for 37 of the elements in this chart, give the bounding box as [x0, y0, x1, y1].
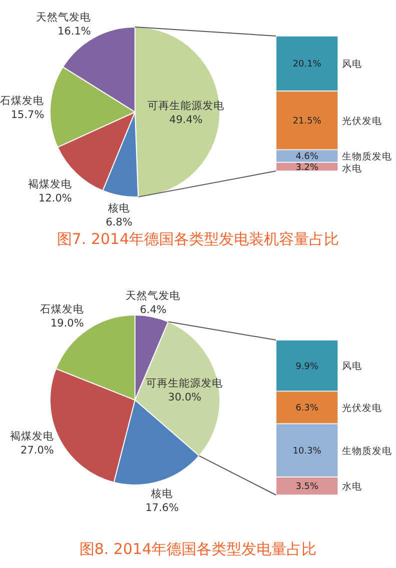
data-label: 6.4% — [140, 304, 167, 316]
data-label: 20.1% — [292, 60, 322, 70]
slice-label: 褐煤发电 — [28, 178, 72, 191]
series-label: 光伏发电 — [342, 402, 382, 414]
series-label: 生物质发电 — [342, 150, 392, 162]
series-label: 生物质发电 — [342, 444, 392, 457]
series-label: 水电 — [342, 162, 362, 174]
slice-label: 石煤发电 — [0, 94, 44, 107]
slice-label: 石煤发电 — [40, 302, 84, 316]
data-label: 9.9% — [296, 362, 319, 372]
series-label: 风电 — [342, 360, 362, 372]
slice-label: 天然气发电 — [126, 288, 181, 302]
series-label: 水电 — [342, 480, 362, 492]
data-label: 3.5% — [296, 482, 319, 492]
text: 图7. 2014年德国各类型发电装机容量占比 — [56, 230, 340, 248]
data-label: 17.6% — [145, 502, 179, 514]
data-label: 4.6% — [296, 152, 319, 162]
slice-label: 核电 — [107, 202, 130, 215]
data-label: 21.5% — [292, 116, 322, 127]
data-label: 16.1% — [58, 25, 91, 38]
text: 图8. 2014年德国各类型发电量占比 — [79, 540, 317, 558]
data-label: 6.8% — [106, 216, 132, 229]
data-label: 15.7% — [10, 109, 44, 121]
data-label: 3.2% — [296, 162, 319, 173]
slice-label: 褐煤发电 — [10, 429, 54, 442]
data-label: 27.0% — [20, 444, 54, 456]
slice-label: 核电 — [150, 486, 174, 500]
slice-label: 可再生能源发电 — [147, 99, 224, 112]
data-label: 49.4% — [169, 114, 203, 126]
data-label: 30.0% — [168, 392, 202, 404]
series-label: 风电 — [342, 58, 362, 70]
series-label: 光伏发电 — [342, 114, 382, 127]
data-label: 12.0% — [38, 192, 72, 205]
data-label: 10.3% — [292, 446, 322, 457]
slice-label: 天然气发电 — [36, 10, 91, 24]
data-label: 6.3% — [296, 404, 319, 414]
data-label: 19.0% — [50, 318, 84, 330]
